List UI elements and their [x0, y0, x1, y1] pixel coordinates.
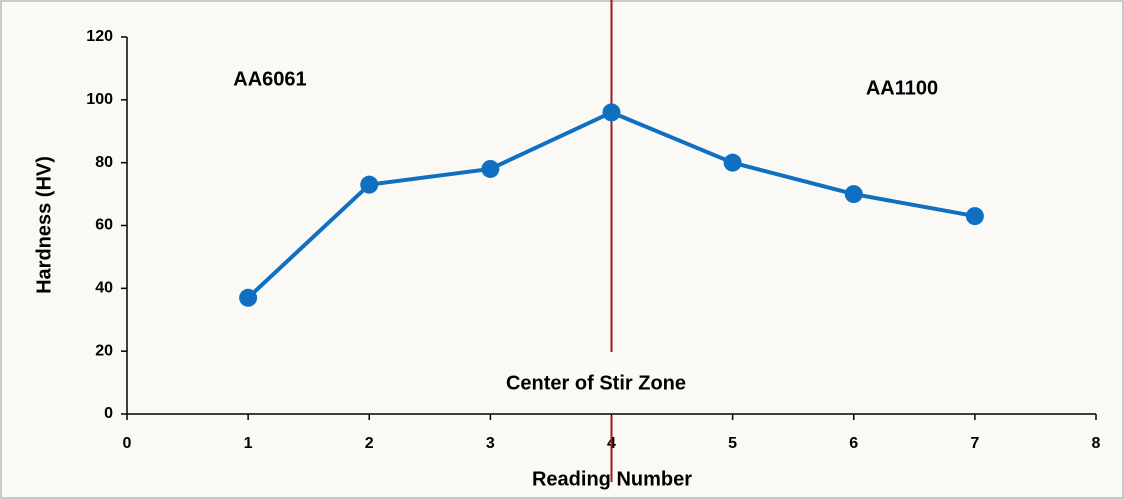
x-tick-label: 0 [123, 435, 132, 452]
y-tick-label: 40 [95, 280, 113, 297]
y-tick-label: 20 [95, 342, 113, 359]
y-tick-label: 60 [95, 217, 113, 234]
data-point [481, 159, 500, 178]
y-tick-label: 80 [95, 154, 113, 171]
y-tick-label: 0 [104, 405, 113, 422]
y-tick-label: 120 [86, 28, 113, 45]
x-tick-label: 1 [244, 435, 253, 452]
data-point [965, 207, 984, 226]
x-tick-label: 6 [849, 435, 858, 452]
x-tick-label: 8 [1092, 435, 1101, 452]
annotation: Center of Stir Zone [506, 372, 686, 394]
annotation: AA6061 [233, 68, 306, 90]
x-tick-label: 3 [486, 435, 495, 452]
data-point [239, 288, 258, 307]
x-tick-label: 5 [728, 435, 737, 452]
x-tick-label: 7 [970, 435, 979, 452]
x-tick-label: 2 [365, 435, 374, 452]
data-point [360, 175, 379, 194]
y-axis-label: Hardness (HV) [33, 156, 55, 294]
annotation: AA1100 [866, 77, 938, 99]
y-tick-label: 100 [86, 91, 113, 108]
data-point [602, 103, 621, 122]
data-point [723, 153, 742, 172]
data-point [844, 185, 863, 204]
